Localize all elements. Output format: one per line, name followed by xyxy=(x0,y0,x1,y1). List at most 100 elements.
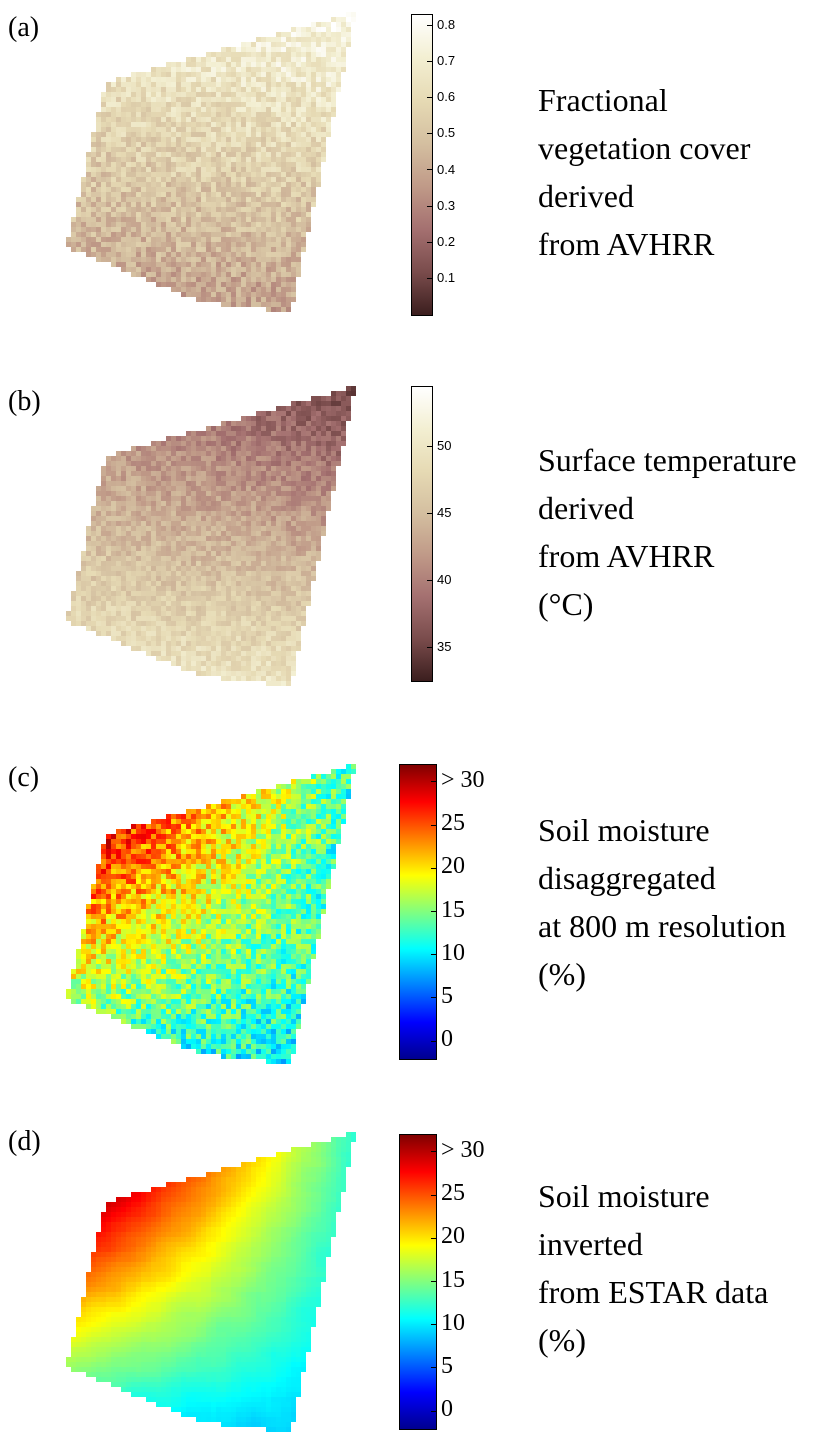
map-pixel xyxy=(191,142,196,147)
map-pixel xyxy=(236,631,241,636)
map-pixel xyxy=(186,292,191,297)
map-pixel xyxy=(256,521,261,526)
map-pixel xyxy=(326,496,331,501)
map-pixel xyxy=(161,227,166,232)
map-pixel xyxy=(256,292,261,297)
map-pixel xyxy=(176,232,181,237)
map-pixel xyxy=(81,247,86,252)
map-pixel xyxy=(141,82,146,87)
map-pixel xyxy=(146,212,151,217)
map-pixel xyxy=(316,794,321,799)
map-pixel xyxy=(156,839,161,844)
map-pixel xyxy=(166,471,171,476)
map-pixel xyxy=(231,202,236,207)
map-pixel xyxy=(121,132,126,137)
map-pixel xyxy=(151,606,156,611)
map-pixel xyxy=(326,112,331,117)
map-pixel xyxy=(161,596,166,601)
map-pixel xyxy=(306,541,311,546)
map-pixel xyxy=(311,441,316,446)
map-pixel xyxy=(266,646,271,651)
map-pixel xyxy=(301,799,306,804)
map-pixel xyxy=(106,834,111,839)
map-pixel xyxy=(326,411,331,416)
map-pixel xyxy=(151,536,156,541)
map-pixel xyxy=(151,501,156,506)
map-pixel xyxy=(186,282,191,287)
map-pixel xyxy=(201,526,206,531)
map-pixel xyxy=(211,471,216,476)
map-pixel xyxy=(161,501,166,506)
map-pixel xyxy=(81,177,86,182)
map-pixel xyxy=(211,157,216,162)
map-pixel xyxy=(176,526,181,531)
map-pixel xyxy=(281,794,286,799)
map-pixel xyxy=(136,531,141,536)
map-pixel xyxy=(116,237,121,242)
map-pixel xyxy=(101,621,106,626)
map-pixel xyxy=(136,262,141,267)
map-pixel xyxy=(106,222,111,227)
map-pixel xyxy=(286,97,291,102)
map-pixel xyxy=(111,142,116,147)
map-pixel xyxy=(206,561,211,566)
map-pixel xyxy=(256,112,261,117)
map-pixel xyxy=(256,546,261,551)
map-pixel xyxy=(106,232,111,237)
map-pixel xyxy=(271,157,276,162)
map-pixel xyxy=(221,232,226,237)
map-pixel xyxy=(221,187,226,192)
map-pixel xyxy=(211,227,216,232)
map-pixel xyxy=(171,197,176,202)
map-pixel xyxy=(321,97,326,102)
map-pixel xyxy=(216,521,221,526)
map-pixel xyxy=(236,586,241,591)
map-pixel xyxy=(286,52,291,57)
map-pixel xyxy=(161,829,166,834)
map-pixel xyxy=(311,446,316,451)
map-pixel xyxy=(266,794,271,799)
map-pixel xyxy=(196,516,201,521)
map-pixel xyxy=(216,616,221,621)
map-pixel xyxy=(241,526,246,531)
map-pixel xyxy=(211,501,216,506)
map-pixel xyxy=(196,292,201,297)
map-pixel xyxy=(241,799,246,804)
map-pixel xyxy=(136,267,141,272)
map-pixel xyxy=(231,222,236,227)
map-pixel xyxy=(291,177,296,182)
map-pixel xyxy=(266,596,271,601)
map-pixel xyxy=(241,302,246,307)
map-pixel xyxy=(106,461,111,466)
map-pixel xyxy=(196,486,201,491)
map-pixel xyxy=(96,212,101,217)
map-pixel xyxy=(151,107,156,112)
map-pixel xyxy=(131,541,136,546)
map-pixel xyxy=(301,426,306,431)
map-pixel xyxy=(336,77,341,82)
map-pixel xyxy=(296,641,301,646)
map-pixel xyxy=(266,496,271,501)
map-pixel xyxy=(246,461,251,466)
map-pixel xyxy=(271,62,276,67)
map-pixel xyxy=(256,794,261,799)
map-pixel xyxy=(306,92,311,97)
map-pixel xyxy=(211,167,216,172)
map-pixel xyxy=(126,192,131,197)
map-pixel xyxy=(226,451,231,456)
map-pixel xyxy=(151,441,156,446)
map-pixel xyxy=(216,197,221,202)
map-pixel xyxy=(76,227,81,232)
map-pixel xyxy=(101,107,106,112)
map-pixel xyxy=(86,182,91,187)
map-pixel xyxy=(161,839,166,844)
map-pixel xyxy=(156,207,161,212)
map-pixel xyxy=(161,511,166,516)
map-pixel xyxy=(146,581,151,586)
map-pixel xyxy=(201,297,206,302)
map-pixel xyxy=(126,82,131,87)
map-pixel xyxy=(131,486,136,491)
map-pixel xyxy=(191,92,196,97)
map-pixel xyxy=(166,172,171,177)
map-pixel xyxy=(241,142,246,147)
